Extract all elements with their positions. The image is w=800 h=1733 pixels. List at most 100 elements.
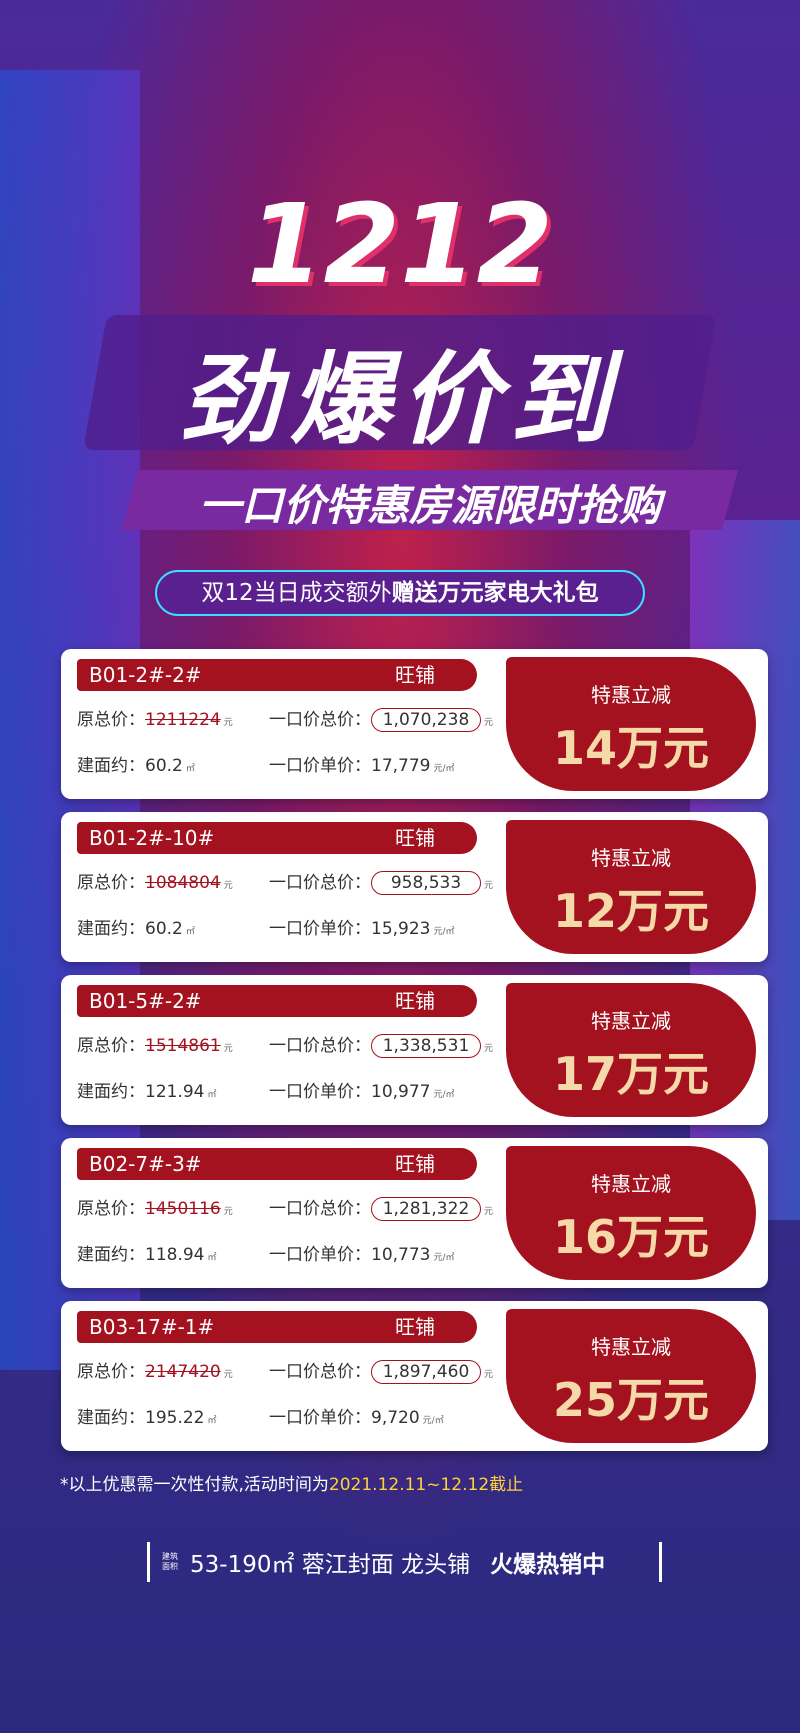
unit: ㎡ [207,1253,217,1263]
label: 建面约： [77,1408,145,1428]
row-original_total: 原总价：1084804 元 [77,868,233,893]
label: 原总价： [77,873,145,893]
area-value: 60.2 [145,919,183,939]
unit: 元 [223,1207,233,1217]
hot: 火爆热销中 [490,1552,606,1578]
code: B01-2#-2# [89,663,202,687]
type: 旺铺 [395,826,435,850]
badge-label: 特惠立减 [591,1172,671,1196]
discount-badge: 特惠立减 12万元 [506,820,756,954]
label: 原总价： [77,1199,145,1219]
label: 建面约： [77,1082,145,1102]
unit: 元 [484,718,494,728]
row-area: 建面约：60.2 ㎡ [77,751,195,776]
unit: 元/㎡ [433,764,455,774]
label: 原总价： [77,1362,145,1382]
note-highlight: 2021.12.11~12.12截止 [328,1475,524,1495]
fixed_total-value: 1,897,460 [371,1360,481,1384]
discount: 25万元 [552,1373,709,1427]
unit: 元 [484,1370,494,1380]
label: 一口价总价： [269,1362,371,1382]
row-original_total: 原总价：1450116 元 [77,1194,233,1219]
discount: 17万元 [552,1047,709,1101]
label: 一口价总价： [269,873,371,893]
fixed_unit-value: 10,977 [371,1082,431,1102]
row-fixed_total: 一口价总价： 1,070,238 元 [269,705,493,732]
listing-card: B01-2#-2# 旺铺原总价：1211224 元建面约：60.2 ㎡ 一口价总价： 1,… [61,649,768,799]
banner-bold: 赠送万元家电大礼包 [391,580,599,606]
row-original_total: 原总价：2147420 元 [77,1357,233,1382]
row-area: 建面约：195.22 ㎡ [77,1403,217,1428]
discount: 12万元 [552,884,709,938]
label: 一口价总价： [269,710,371,730]
code: B01-5#-2# [89,989,202,1013]
label: 建面约： [77,756,145,776]
listing-header: B03-17#-1# 旺铺 [77,1311,477,1343]
banner: 双12当日成交额外赠送万元家电大礼包 [155,570,645,616]
discount-badge: 特惠立减 16万元 [506,1146,756,1280]
original_total-value: 1450116 [145,1199,221,1219]
row-fixed_total: 一口价总价： 1,281,322 元 [269,1194,493,1221]
fixed_unit-value: 9,720 [371,1408,420,1428]
note: *以上优惠需一次性付款,活动时间为2021.12.11~12.12截止 [60,1470,523,1495]
fixed_total-value: 1,338,531 [371,1034,481,1058]
row-fixed_unit: 一口价单价：10,977 元/㎡ [269,1077,455,1102]
row-area: 建面约：121.94 ㎡ [77,1077,217,1102]
unit: 元 [484,1044,494,1054]
listing-header: B01-5#-2# 旺铺 [77,985,477,1017]
type: 旺铺 [395,663,435,687]
original_total-value: 1211224 [145,710,221,730]
original_total-value: 1514861 [145,1036,221,1056]
label: 一口价总价： [269,1199,371,1219]
fixed_total-value: 1,070,238 [371,708,481,732]
label: 一口价单价： [269,1082,371,1102]
area-value: 60.2 [145,756,183,776]
row-fixed_unit: 一口价单价：15,923 元/㎡ [269,914,455,939]
row-original_total: 原总价：1514861 元 [77,1031,233,1056]
unit: 元/㎡ [422,1416,444,1426]
area-tag: 建筑面积 [162,1552,178,1571]
unit: ㎡ [185,927,195,937]
fixed_unit-value: 15,923 [371,919,431,939]
discount-badge: 特惠立减 17万元 [506,983,756,1117]
discount-badge: 特惠立减 25万元 [506,1309,756,1443]
label: 一口价单价： [269,919,371,939]
fixed_unit-value: 17,779 [371,756,431,776]
unit: 元 [223,1370,233,1380]
listing-header: B02-7#-3# 旺铺 [77,1148,477,1180]
area-value: 121.94 [145,1082,205,1102]
note-text: *以上优惠需一次性付款,活动时间为 [60,1475,329,1495]
slogan-bar: 建筑面积 53-190㎡ 蓉江封面 龙头铺 火爆热销中 [147,1542,662,1582]
badge-label: 特惠立减 [591,846,671,870]
area-value: 118.94 [145,1245,205,1265]
fixed_unit-value: 10,773 [371,1245,431,1265]
area-value: 195.22 [145,1408,205,1428]
code: B01-2#-10# [89,826,215,850]
discount-badge: 特惠立减 14万元 [506,657,756,791]
original_total-value: 1084804 [145,873,221,893]
fixed_total-value: 1,281,322 [371,1197,481,1221]
row-fixed_total: 一口价总价： 1,338,531 元 [269,1031,493,1058]
unit: 元 [223,881,233,891]
unit: 元 [484,881,494,891]
title: 1212 [246,180,554,308]
type: 旺铺 [395,1315,435,1339]
unit: 元 [223,1044,233,1054]
row-fixed_unit: 一口价单价：17,779 元/㎡ [269,751,455,776]
unit: 元 [484,1207,494,1217]
label: 建面约： [77,1245,145,1265]
unit: 元/㎡ [433,1090,455,1100]
unit: ㎡ [207,1416,217,1426]
listing-header: B01-2#-2# 旺铺 [77,659,477,691]
code: B03-17#-1# [89,1315,215,1339]
subtitle: 一口价特惠房源限时抢购 [198,481,661,530]
label: 一口价总价： [269,1036,371,1056]
code: B02-7#-3# [89,1152,202,1176]
row-original_total: 原总价：1211224 元 [77,705,233,730]
label: 原总价： [77,1036,145,1056]
